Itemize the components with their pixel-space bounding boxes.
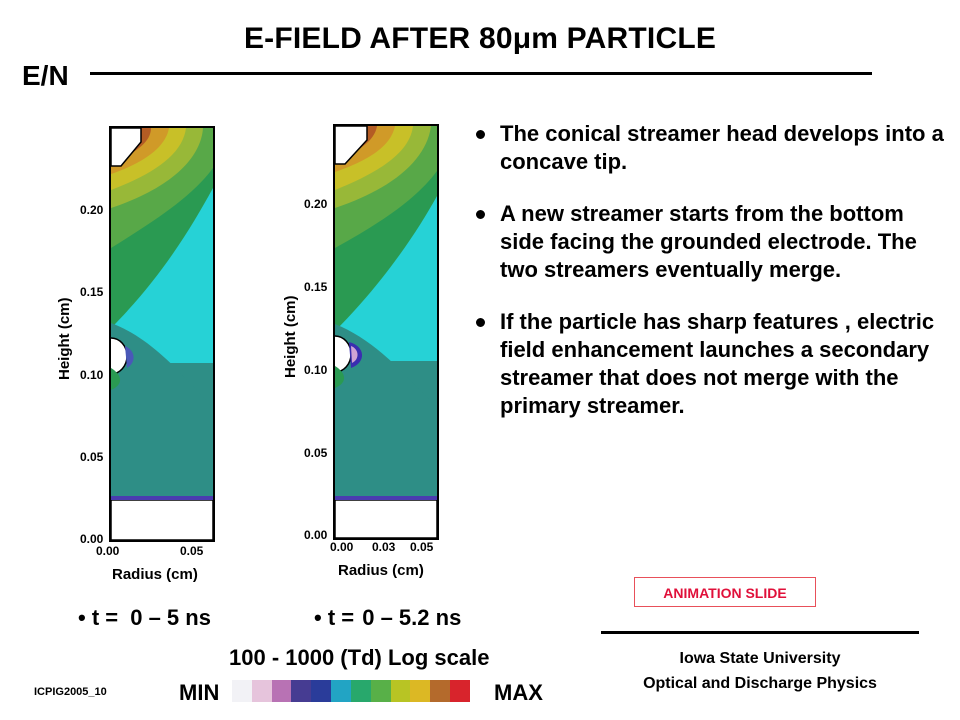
y-tick: 0.00: [304, 528, 328, 542]
color-scale-segment: [271, 680, 292, 702]
bullet-icon: [476, 210, 485, 219]
y-tick: 0.00: [80, 532, 104, 546]
x-tick: 0.00: [330, 540, 354, 554]
x-tick: 0.05: [180, 544, 204, 558]
affiliation-group: Optical and Discharge Physics: [643, 675, 877, 692]
y-axis-label: Height (cm): [56, 297, 73, 381]
animation-slide-badge: ANIMATION SLIDE: [634, 577, 816, 607]
y-tick: 0.05: [80, 450, 104, 464]
bullet-icon: [476, 318, 485, 327]
color-scale-segment: [331, 680, 351, 702]
time-prefix: • t =: [78, 605, 119, 630]
time-range: 0 – 5 ns: [130, 605, 211, 630]
efield-plot-left: [109, 126, 215, 542]
y-tick: 0.10: [80, 368, 104, 382]
time-label-right: • t = 0 – 5.2 ns: [314, 605, 461, 631]
bullet-item: If the particle has sharp features , ele…: [474, 308, 944, 420]
color-scale-segment: [390, 680, 411, 702]
x-tick: 0.00: [96, 544, 120, 558]
x-tick: 0.05: [410, 540, 434, 554]
bullet-text: A new streamer starts from the bottom si…: [500, 201, 917, 282]
efield-contour-right: [335, 126, 437, 538]
slide-title: E-FIELD AFTER 80μm PARTICLE: [243, 22, 717, 55]
color-scale-bar: [232, 680, 470, 702]
y-tick: 0.10: [304, 363, 328, 377]
affiliation-university: Iowa State University: [679, 650, 841, 667]
y-tick: 0.05: [304, 446, 328, 460]
bullet-text: The conical streamer head develops into …: [500, 121, 944, 174]
quantity-label: E/N: [22, 60, 69, 91]
affiliation-rule: [601, 631, 919, 634]
y-tick: 0.15: [80, 285, 104, 299]
color-scale-segment: [232, 680, 252, 702]
bullet-item: The conical streamer head develops into …: [474, 120, 944, 176]
x-axis-label: Radius (cm): [338, 562, 424, 579]
color-scale-segment: [311, 680, 332, 702]
x-tick: 0.03: [372, 540, 396, 554]
footer-slide-id: ICPIG2005_10: [34, 686, 107, 698]
y-tick: 0.20: [304, 197, 328, 211]
color-scale-segment: [430, 680, 451, 702]
time-range: 0 – 5.2 ns: [362, 605, 462, 630]
bullet-text: If the particle has sharp features , ele…: [500, 309, 935, 418]
time-prefix: • t =: [314, 605, 355, 630]
y-tick: 0.15: [304, 280, 328, 294]
title-rule: [90, 72, 872, 75]
bullet-item: A new streamer starts from the bottom si…: [474, 200, 944, 284]
time-label-left: • t = 0 – 5 ns: [78, 605, 211, 631]
efield-contour-left: [111, 128, 213, 540]
x-axis-label: Radius (cm): [112, 566, 198, 583]
scale-max-label: MAX: [494, 680, 543, 705]
color-scale-segment: [350, 680, 371, 702]
color-scale-segment: [251, 680, 272, 702]
y-axis-label: Height (cm): [282, 295, 299, 379]
color-scale-segment: [450, 680, 470, 702]
y-tick: 0.20: [80, 203, 104, 217]
scale-min-label: MIN: [179, 680, 220, 705]
color-scale-segment: [291, 680, 312, 702]
color-scale-segment: [410, 680, 431, 702]
bullet-icon: [476, 130, 485, 139]
scale-caption: 100 - 1000 (Td) Log scale: [229, 645, 490, 670]
efield-plot-right: [333, 124, 439, 540]
color-scale-segment: [370, 680, 391, 702]
bullet-list: The conical streamer head develops into …: [474, 120, 944, 444]
